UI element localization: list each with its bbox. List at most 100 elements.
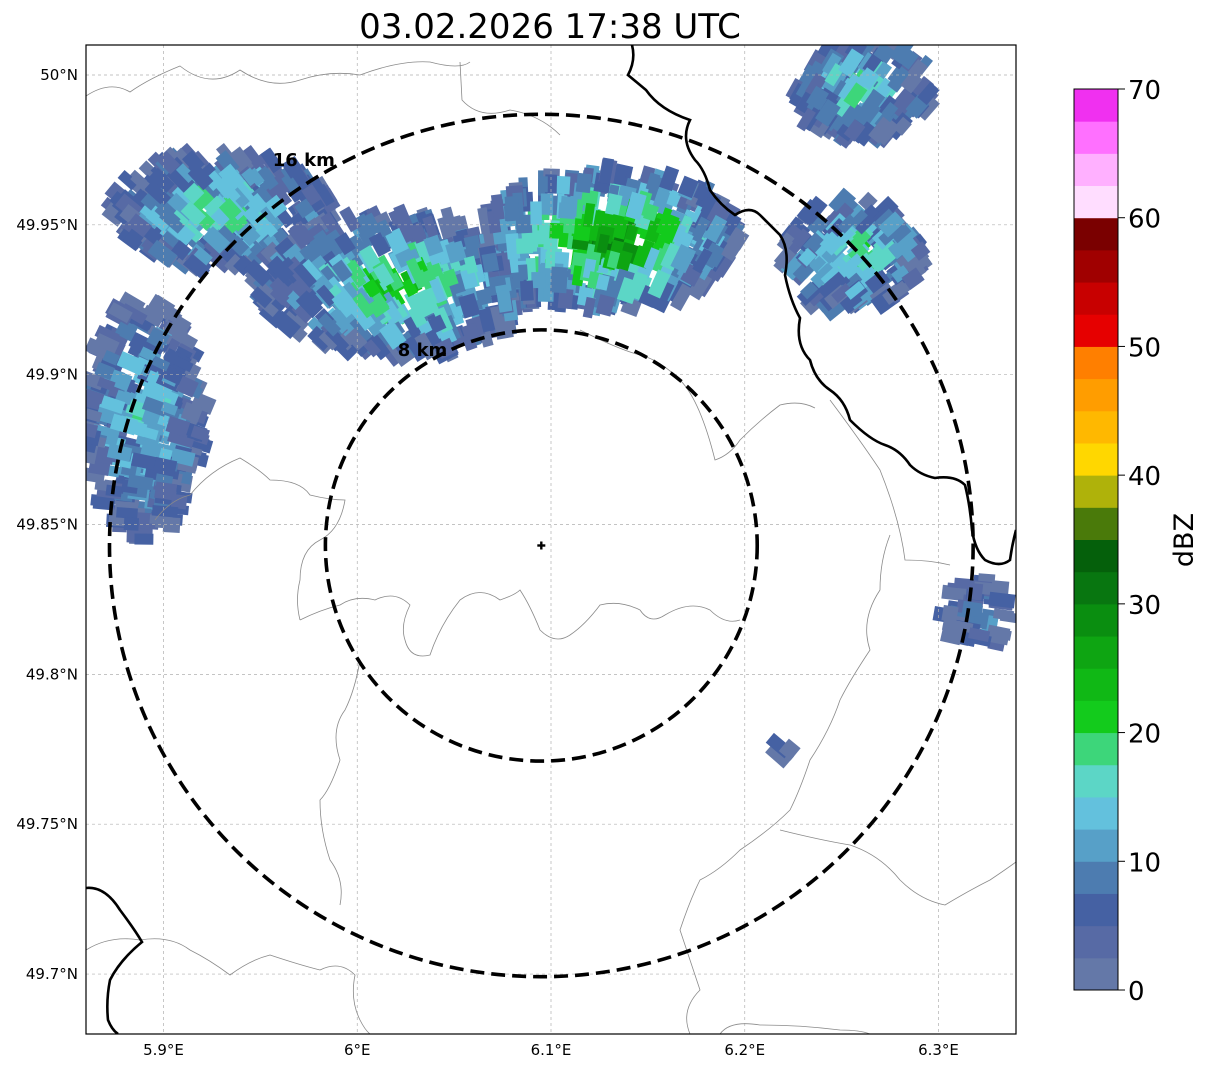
radar-echo-gate: [347, 317, 373, 344]
radar-echo-gate: [853, 121, 878, 147]
radar-echo-gate: [873, 45, 896, 64]
radar-echo-gate: [496, 289, 513, 313]
radar-echo-gate: [123, 517, 140, 531]
radar-echo-gate: [401, 278, 419, 298]
colorbar-swatch: [1074, 282, 1118, 315]
radar-echo-gate: [882, 280, 910, 305]
radar-echo-gate: [910, 241, 931, 261]
radar-echo-gate: [557, 288, 574, 310]
colorbar-swatch: [1074, 539, 1118, 573]
radar-echo-gate: [942, 586, 965, 600]
radar-echo-gate: [429, 277, 447, 304]
radar-echo-gate: [233, 254, 255, 276]
radar-echo-gate: [968, 627, 991, 643]
radar-echo-gate: [893, 116, 912, 136]
radar-echo-gate: [343, 261, 367, 288]
radar-echo-gate: [318, 328, 341, 351]
radar-echo-gate: [773, 246, 796, 270]
radar-echo-gate: [269, 276, 293, 301]
colorbar-tick-label: 30: [1128, 591, 1161, 621]
radar-echo-gate: [309, 229, 336, 258]
radar-echo-gate: [849, 209, 871, 230]
admin-boundary: [86, 61, 471, 97]
radar-echo-gate: [458, 292, 481, 319]
radar-echo-gate: [147, 239, 178, 268]
radar-echo-gate: [218, 197, 242, 221]
radar-echo-gate: [239, 144, 265, 172]
radar-echo-gate: [855, 213, 876, 235]
radar-echo-gate: [796, 107, 816, 132]
y-tick-label: 49.7°N: [26, 965, 78, 983]
radar-echo-gate: [624, 224, 638, 242]
radar-echo-gate: [127, 213, 153, 238]
radar-echo-gate: [549, 266, 569, 294]
radar-echo-gate: [130, 171, 150, 191]
colorbar-tick-label: 20: [1128, 720, 1161, 750]
radar-echo-gate: [193, 247, 213, 266]
radar-echo-gate: [151, 504, 179, 518]
radar-echo-gate: [339, 206, 361, 233]
colorbar-tick-label: 70: [1128, 76, 1161, 106]
radar-echo-gate: [287, 313, 310, 336]
radar-echo-gate: [549, 222, 564, 239]
radar-echo-gate: [384, 227, 409, 256]
colorbar-swatch: [1074, 89, 1118, 122]
radar-echo-gate: [376, 219, 393, 238]
admin-boundary: [779, 829, 1016, 906]
radar-echo-gate: [870, 246, 896, 272]
radar-echo-gate: [176, 375, 199, 398]
radar-echo-gate: [817, 45, 839, 60]
radar-echo-gate: [643, 247, 660, 271]
range-rings-layer: 8 km 16 km: [107, 112, 975, 979]
radar-echo-gate: [331, 290, 358, 318]
radar-echo-gate: [899, 49, 919, 70]
radar-echo-gate: [463, 234, 483, 261]
radar-echo-gate: [625, 191, 647, 221]
colorbar-swatch: [1074, 217, 1118, 251]
radar-echo-gate: [806, 85, 829, 111]
radar-echo-gate: [151, 355, 171, 372]
colorbar-swatch: [1074, 153, 1118, 187]
radar-echo-gate: [520, 280, 534, 302]
radar-echo-gate: [670, 244, 696, 274]
admin-boundary: [319, 659, 361, 906]
radar-echo-gate: [414, 332, 438, 361]
radar-echo-gate: [144, 181, 171, 207]
colorbar-swatch: [1074, 957, 1118, 991]
radar-echo-gate: [352, 292, 376, 319]
radar-echo-gate: [266, 181, 293, 210]
y-tick-label: 49.95°N: [16, 216, 78, 234]
radar-echo-gate: [659, 165, 680, 192]
radar-echo-gate: [411, 269, 430, 290]
radar-echo-gate: [644, 216, 665, 244]
colorbar-swatch: [1074, 796, 1118, 830]
radar-echo-gate: [86, 420, 98, 439]
radar-echo-gate: [206, 249, 233, 274]
radar-echo-gate: [538, 176, 548, 193]
radar-echo-gate: [247, 193, 268, 214]
radar-echo-gate: [433, 306, 454, 334]
radar-echo-gate: [911, 75, 935, 100]
radar-echo-gate: [687, 271, 713, 301]
radar-echo-gate: [901, 267, 925, 290]
radar-echo-gate: [703, 214, 728, 243]
radar-echo-gate: [109, 413, 139, 436]
colorbar-swatch: [1074, 314, 1118, 347]
radar-echo-gate: [961, 600, 983, 618]
radar-echo-gate: [540, 193, 554, 215]
radar-echo-gate: [822, 52, 842, 76]
colorbar-tick-label: 0: [1128, 977, 1145, 1007]
radar-echo-gate: [190, 425, 210, 442]
radar-echo-gate: [106, 443, 133, 462]
radar-echo-gate: [141, 396, 169, 417]
radar-echo-gate: [345, 327, 368, 351]
radar-echo-gate: [799, 281, 819, 300]
radar-echo-gate: [426, 259, 445, 283]
radar-echo-gate: [413, 287, 440, 317]
radar-echo-gate: [140, 382, 168, 405]
radar-echo-gate: [316, 284, 338, 307]
radar-echo-gate: [898, 238, 923, 263]
radar-echo-gate: [331, 259, 353, 283]
radar-echo-gate: [260, 147, 284, 174]
radar-echo-gate: [154, 202, 181, 228]
